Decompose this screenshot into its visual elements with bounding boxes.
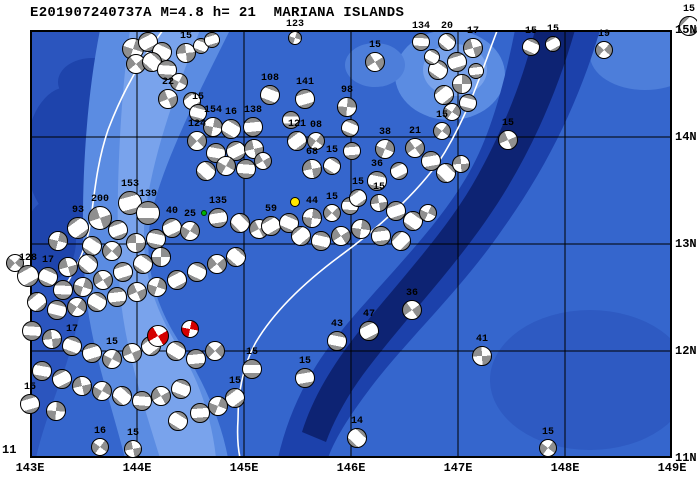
lon-label-145E: 145E [229, 461, 259, 475]
focal-mechanism [679, 16, 697, 36]
shallow-patch [423, 44, 487, 96]
depth-label: 15 [682, 4, 696, 15]
lon-label-149E: 149E [657, 461, 687, 475]
page-title: E201907240737A M=4.8 h= 21 MARIANA ISLAN… [30, 5, 405, 21]
lat-label-14N: 14N [675, 130, 697, 144]
basin-patch [490, 310, 672, 450]
lat-label-13N: 13N [675, 237, 697, 251]
lon-label-146E: 146E [336, 461, 366, 475]
lat-label-left-11: 11 [2, 443, 17, 457]
lon-label-147E: 147E [443, 461, 473, 475]
depth-label: 123 [285, 19, 305, 30]
lat-label-15N: 15N [675, 23, 697, 37]
lat-label-11N: 11N [675, 451, 697, 465]
plate-boundary-line-east [236, 30, 498, 458]
shallow-patch [345, 43, 405, 87]
bathymetry-map [30, 30, 672, 458]
map-border [30, 30, 672, 458]
lon-label-143E: 143E [15, 461, 45, 475]
lon-label-144E: 144E [122, 461, 152, 475]
lon-label-148E: 148E [550, 461, 580, 475]
lat-label-12N: 12N [675, 344, 697, 358]
focal-mechanism [6, 254, 24, 272]
